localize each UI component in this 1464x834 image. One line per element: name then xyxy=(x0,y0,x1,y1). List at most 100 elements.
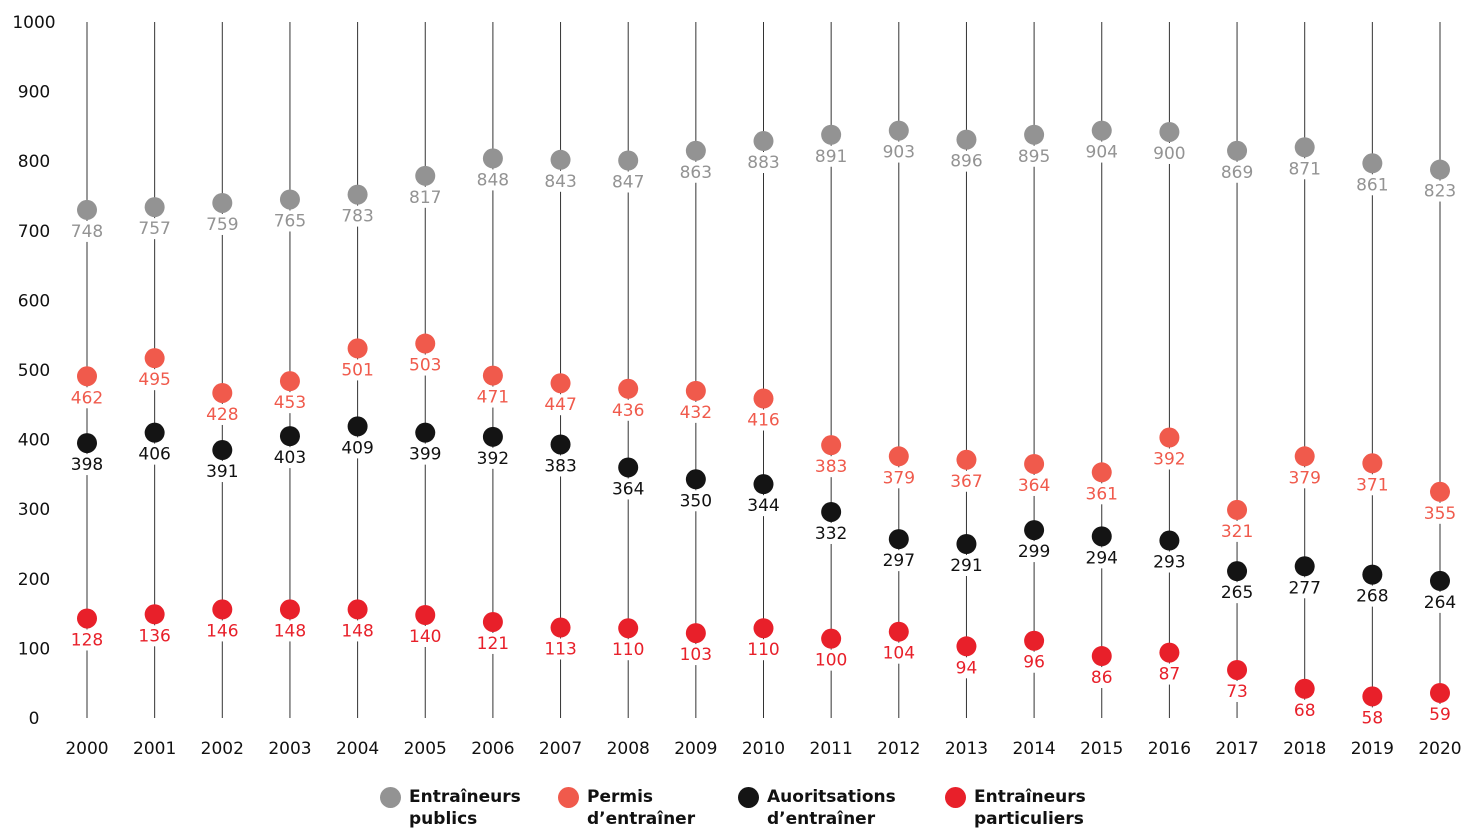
data-point xyxy=(347,599,368,620)
data-point xyxy=(1294,556,1315,577)
data-point xyxy=(618,378,639,399)
data-label: 503 xyxy=(409,356,441,376)
data-label: 361 xyxy=(1086,484,1118,504)
data-label-background xyxy=(68,387,106,409)
data-label: 748 xyxy=(71,222,103,242)
data-label: 817 xyxy=(409,188,441,208)
data-label: 432 xyxy=(680,403,712,423)
data-label: 86 xyxy=(1091,668,1113,688)
data-label-background xyxy=(609,171,647,193)
data-point xyxy=(1091,526,1112,547)
data-label-background xyxy=(406,625,444,647)
data-label: 59 xyxy=(1429,705,1451,725)
x-tick-label: 2018 xyxy=(1283,739,1326,759)
data-label: 495 xyxy=(138,370,170,390)
x-tick-label: 2001 xyxy=(133,739,176,759)
data-label: 863 xyxy=(680,163,712,183)
data-point xyxy=(956,449,977,470)
y-axis: 0 100 200 300 400 500 600 700 800 900 1000 xyxy=(12,13,55,729)
data-point xyxy=(1430,481,1450,502)
data-point xyxy=(415,333,436,354)
data-point xyxy=(77,199,97,220)
data-point xyxy=(279,426,300,447)
data-point xyxy=(888,621,909,642)
data-label-background xyxy=(135,369,174,391)
data-label: 392 xyxy=(477,449,509,469)
data-label-background xyxy=(1285,158,1324,180)
data-label: 757 xyxy=(138,219,170,239)
data-label-background xyxy=(1083,483,1121,505)
data-point xyxy=(144,604,165,625)
data-label: 900 xyxy=(1153,144,1185,164)
data-label-background xyxy=(1421,591,1459,613)
x-tick-label: 2017 xyxy=(1215,739,1258,759)
data-point xyxy=(77,433,97,454)
data-label-background xyxy=(338,620,377,642)
data-label-background xyxy=(947,150,986,172)
data-label: 265 xyxy=(1221,583,1253,603)
data-point xyxy=(550,434,571,455)
data-label: 783 xyxy=(341,207,373,227)
data-label-background xyxy=(1155,663,1183,685)
data-label-background xyxy=(1015,474,1053,496)
data-point xyxy=(956,636,977,657)
x-tick-label: 2008 xyxy=(607,739,650,759)
legend-label: Entraîneurs publics xyxy=(409,787,521,829)
data-point xyxy=(279,371,300,392)
data-label: 904 xyxy=(1086,143,1118,163)
data-label-background xyxy=(812,522,850,544)
data-point xyxy=(753,388,774,409)
data-label-background xyxy=(880,642,918,664)
legend-item-entraineurs-publics: Entraîneurs publics xyxy=(380,786,549,830)
data-label: 399 xyxy=(409,445,441,465)
data-label: 383 xyxy=(815,457,847,477)
data-point xyxy=(347,338,368,359)
data-label-background xyxy=(203,461,242,483)
data-label-background xyxy=(1083,547,1121,569)
data-label: 896 xyxy=(950,152,982,172)
data-label-background xyxy=(744,639,783,661)
data-label: 350 xyxy=(680,491,712,511)
data-label: 848 xyxy=(477,170,509,190)
data-label: 462 xyxy=(71,388,103,408)
data-label-background xyxy=(1285,467,1324,489)
data-point xyxy=(1430,570,1450,591)
data-label: 416 xyxy=(747,411,779,431)
data-label: 344 xyxy=(747,496,779,516)
x-tick-label: 2016 xyxy=(1148,739,1191,759)
data-label: 398 xyxy=(71,455,103,475)
data-label: 392 xyxy=(1153,450,1185,470)
x-tick-label: 2011 xyxy=(810,739,853,759)
x-tick-label: 2014 xyxy=(1012,739,1055,759)
data-point xyxy=(821,124,842,145)
data-label: 148 xyxy=(341,621,373,641)
data-point xyxy=(482,365,503,386)
data-point xyxy=(685,380,706,401)
data-point xyxy=(1362,564,1383,585)
data-label-background xyxy=(135,625,174,647)
data-point xyxy=(618,457,639,478)
data-point xyxy=(1024,630,1045,651)
data-point xyxy=(821,435,842,456)
data-point xyxy=(888,446,909,467)
y-tick-label: 600 xyxy=(18,291,50,311)
data-point xyxy=(1091,120,1112,141)
data-label: 364 xyxy=(612,479,644,499)
data-label: 121 xyxy=(477,634,509,654)
x-tick-label: 2012 xyxy=(877,739,920,759)
data-label-background xyxy=(947,470,986,492)
data-point xyxy=(347,184,368,205)
data-point xyxy=(415,604,436,625)
data-label-background xyxy=(1083,141,1121,163)
data-point xyxy=(550,373,571,394)
data-label: 843 xyxy=(544,172,576,192)
data-label-background xyxy=(541,170,580,192)
data-label-background xyxy=(68,220,106,242)
legend-swatch-icon xyxy=(380,787,401,808)
data-point xyxy=(279,189,300,210)
data-point xyxy=(212,382,233,403)
data-label: 428 xyxy=(206,405,238,425)
data-point xyxy=(212,599,233,620)
data-point xyxy=(618,618,639,639)
data-label-background xyxy=(880,467,918,489)
